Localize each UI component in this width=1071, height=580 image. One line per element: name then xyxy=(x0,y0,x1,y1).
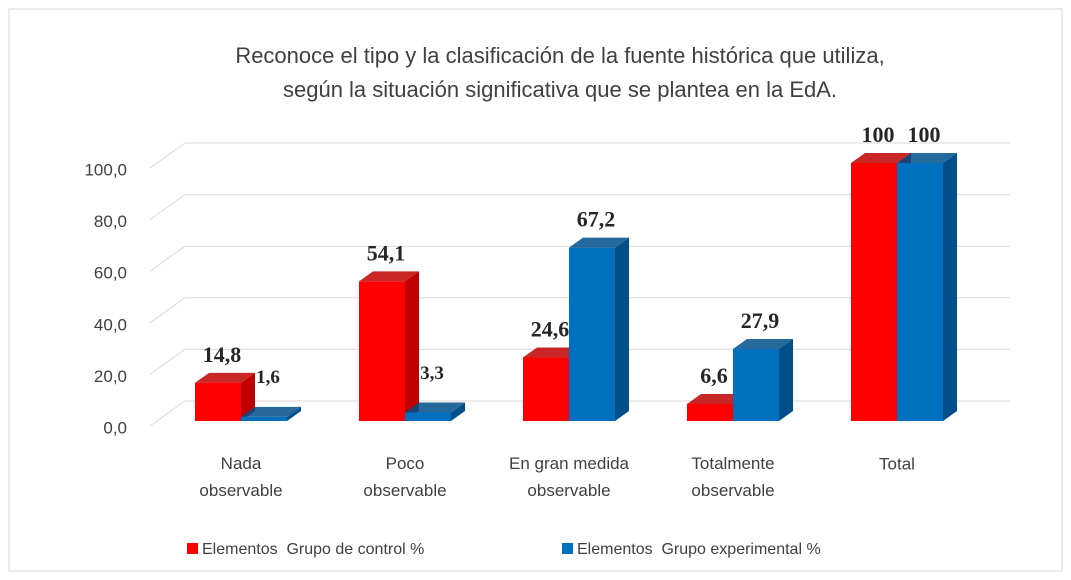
bar xyxy=(241,406,301,421)
bar xyxy=(897,153,957,421)
bar-face xyxy=(897,163,943,421)
y-tick-label: 100,0 xyxy=(84,160,127,179)
x-tick-label: En gran medida observable xyxy=(509,454,630,500)
value-label: 100 xyxy=(862,122,895,147)
bar-face xyxy=(359,271,419,282)
bar-face xyxy=(851,153,911,163)
value-label: 100 xyxy=(908,122,941,147)
bar-face xyxy=(897,153,957,163)
bar-face xyxy=(943,153,957,421)
bar-face xyxy=(615,237,629,421)
bar-face xyxy=(241,406,301,417)
bar-face xyxy=(195,372,255,383)
grid-line xyxy=(149,245,186,272)
bar-face xyxy=(405,402,465,413)
value-label: 14,8 xyxy=(203,342,242,367)
bar-face xyxy=(195,382,241,421)
value-label: 1,6 xyxy=(256,367,280,388)
bar-face xyxy=(359,281,405,421)
bar-face xyxy=(569,237,629,248)
bar-face xyxy=(523,347,583,358)
bar-face xyxy=(451,402,465,421)
y-tick-label: 60,0 xyxy=(94,264,127,283)
bar xyxy=(733,339,793,421)
bar-face xyxy=(287,406,301,421)
bar-face xyxy=(405,271,419,421)
grid-line xyxy=(149,400,186,427)
grid-line xyxy=(149,348,186,375)
y-tick-label: 20,0 xyxy=(94,367,127,386)
bar-face xyxy=(733,349,779,421)
bar-face xyxy=(241,416,287,421)
grid-line xyxy=(149,297,186,324)
value-label: 3,3 xyxy=(420,363,444,384)
legend-label: Elementos Grupo de control % xyxy=(202,541,424,558)
y-tick-label: 0,0 xyxy=(103,418,127,437)
value-label: 27,9 xyxy=(741,308,780,333)
x-tick-label: Poco observable xyxy=(363,454,446,500)
bar-face xyxy=(851,163,897,421)
x-tick-label: Total xyxy=(879,454,915,473)
bar-face xyxy=(687,393,747,404)
x-tick-label: Nada observable xyxy=(199,454,282,500)
legend-label: Elementos Grupo experimental % xyxy=(577,541,821,558)
bar xyxy=(359,271,419,421)
bar-face xyxy=(733,339,793,350)
y-tick-label: 80,0 xyxy=(94,212,127,231)
legend-swatch xyxy=(562,543,573,554)
chart-title: según la situación significativa que se … xyxy=(283,77,837,102)
legend-swatch xyxy=(187,543,198,554)
y-tick-label: 40,0 xyxy=(94,315,127,334)
bar-face xyxy=(569,247,615,421)
grid-line xyxy=(149,194,186,221)
grid-line xyxy=(149,142,186,169)
value-label: 6,6 xyxy=(700,363,728,388)
bar xyxy=(195,372,255,421)
bar-face xyxy=(241,372,255,421)
bar-face xyxy=(687,403,733,421)
chart-title: Reconoce el tipo y la clasificación de l… xyxy=(235,43,884,68)
bar xyxy=(405,402,465,421)
value-label: 54,1 xyxy=(367,240,406,265)
bar-face xyxy=(405,412,451,421)
x-tick-label: Totalmente observable xyxy=(691,454,774,500)
bar-face xyxy=(523,357,569,421)
value-label: 24,6 xyxy=(531,317,570,342)
value-label: 67,2 xyxy=(577,207,616,232)
bar-face xyxy=(779,339,793,421)
bar xyxy=(569,237,629,421)
